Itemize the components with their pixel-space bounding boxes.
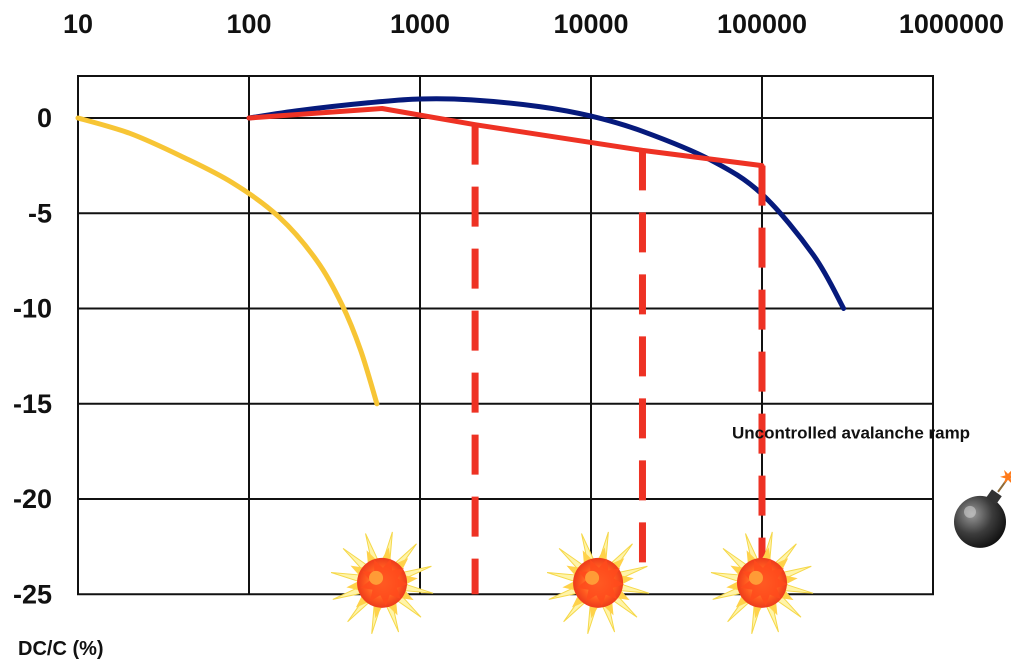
series-line-1 — [75, 115, 380, 407]
bomb-icon — [954, 469, 1011, 548]
x-tick-label: 10000 — [553, 9, 628, 39]
x-tick-label: 100 — [226, 9, 271, 39]
plot-frame — [77, 75, 934, 596]
x-tick-label: 100000 — [717, 9, 807, 39]
y-tick-label: 0 — [37, 103, 52, 133]
annotations: Uncontrolled avalanche ramp — [732, 423, 970, 442]
y-axis-label: DC/C (%) — [18, 638, 104, 660]
y-axis-ticks: 0 -5 -10 -15 -20 -25 — [13, 103, 52, 609]
y-tick-label: -5 — [28, 198, 52, 228]
series-line-2 — [246, 96, 847, 311]
explosion-icon — [546, 531, 650, 634]
y-tick-label: -15 — [13, 389, 52, 419]
x-tick-label: 1000000 — [899, 9, 1004, 39]
x-tick-label: 10 — [63, 9, 93, 39]
drop-lines — [471, 124, 766, 595]
explosion-icon — [330, 531, 434, 634]
x-axis-ticks: 10 100 1000 10000 100000 1000000 — [63, 9, 1004, 39]
explosion-icon — [710, 531, 814, 634]
annotation-text: Uncontrolled avalanche ramp — [732, 423, 970, 442]
explosions — [330, 531, 814, 634]
y-tick-label: -10 — [13, 294, 52, 324]
y-tick-label: -20 — [13, 484, 52, 514]
y-tick-label: -25 — [13, 579, 52, 609]
x-tick-label: 1000 — [390, 9, 450, 39]
icons — [954, 469, 1011, 548]
grid — [77, 75, 934, 596]
series — [75, 96, 847, 407]
